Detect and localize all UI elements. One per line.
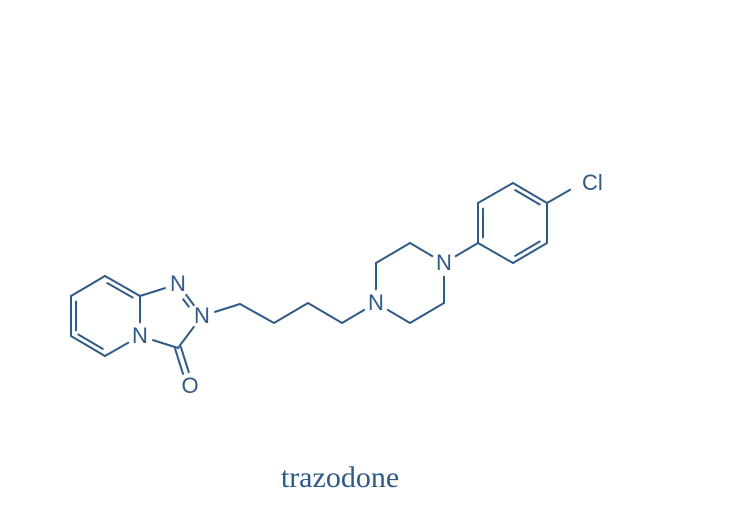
- atom-label-o: O: [181, 373, 198, 398]
- atom-label-n: N: [132, 323, 148, 348]
- bond: [178, 327, 194, 348]
- bond: [153, 340, 178, 348]
- bond: [215, 304, 240, 312]
- bond: [71, 336, 105, 356]
- bond: [410, 303, 444, 323]
- bond: [183, 299, 189, 306]
- bond: [274, 303, 308, 323]
- bond: [308, 303, 342, 323]
- bond: [240, 304, 274, 323]
- bond: [105, 276, 140, 296]
- bond: [513, 183, 547, 203]
- bond: [105, 343, 128, 356]
- atom-label-n: N: [436, 250, 452, 275]
- atom-label-n: N: [194, 303, 210, 328]
- bond: [410, 243, 432, 256]
- bond: [342, 310, 364, 323]
- atom-label-n: N: [170, 271, 186, 296]
- molecule-diagram: NNNONNCltrazodone: [0, 0, 750, 525]
- atom-label-cl: Cl: [582, 170, 603, 195]
- bond: [376, 243, 410, 263]
- bond: [513, 243, 547, 263]
- bond: [547, 190, 570, 203]
- bond: [478, 243, 513, 263]
- bond: [388, 310, 410, 323]
- molecule-name-caption: trazodone: [281, 461, 399, 494]
- bond: [456, 243, 478, 256]
- bond: [71, 276, 105, 296]
- bond: [140, 288, 165, 296]
- atom-label-n: N: [368, 290, 384, 315]
- bond: [478, 183, 513, 203]
